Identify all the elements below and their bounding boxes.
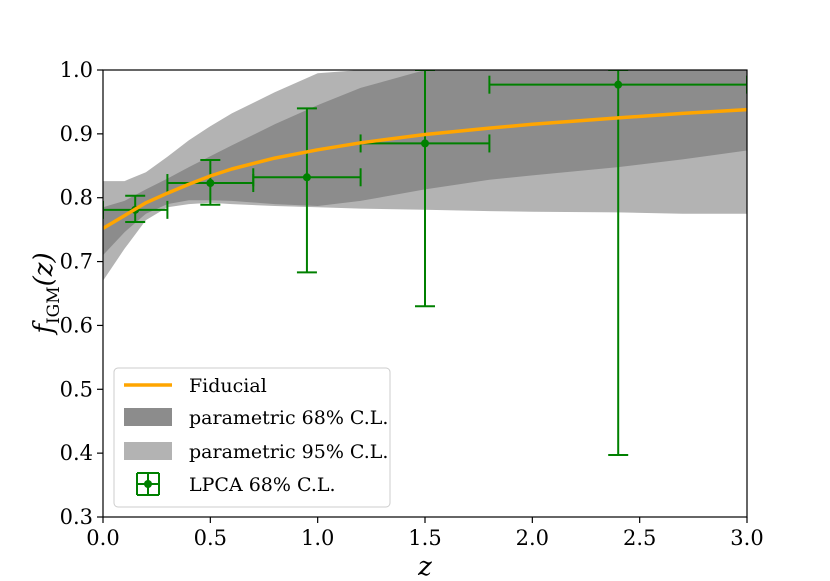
lpca-point-5 (488, 70, 747, 457)
legend-swatch-parametric-95 (124, 442, 172, 460)
x-tick-label: 0.5 (194, 526, 227, 550)
lpca-marker (206, 179, 215, 188)
y-tick-label: 1.0 (60, 58, 93, 82)
y-tick-label: 0.8 (60, 186, 93, 210)
legend-label-parametric-95: parametric 95% C.L. (189, 441, 388, 463)
y-tick-label: 0.7 (60, 250, 93, 274)
axis-ticks: 0.0 0.5 1.0 1.5 2.0 2.5 3.0 0.3 0.4 0.5 0.6 0.7 0.8 0… (60, 58, 764, 550)
y-tick-label: 0.4 (60, 441, 93, 465)
x-tick-label: 2.0 (516, 526, 549, 550)
lpca-point-2 (166, 159, 255, 206)
lpca-marker (302, 173, 311, 182)
legend-label-lpca: LPCA 68% C.L. (189, 474, 336, 496)
legend-swatch-lpca (136, 472, 160, 496)
lpca-marker (614, 80, 623, 89)
legend-lpca-marker (144, 480, 152, 488)
x-tick-label: 0.0 (86, 526, 119, 550)
y-axis-label: fIGM(z) (29, 252, 64, 335)
y-axis-label-subscript: IGM (44, 286, 64, 324)
y-tick-label: 0.5 (60, 377, 93, 401)
fiducial-line (103, 107, 747, 230)
legend-box (113, 367, 391, 508)
legend-label-fiducial: Fiducial (189, 375, 267, 397)
y-tick-label: 0.9 (60, 122, 93, 146)
lpca-point-3 (252, 107, 362, 274)
lpca-marker (421, 139, 429, 148)
y-tick-label: 0.6 (60, 313, 93, 337)
legend-label-parametric-68: parametric 68% C.L. (189, 407, 388, 429)
legend: Fiducial parametric 68% C.L. parametric … (113, 367, 391, 508)
x-tick-label: 3.0 (730, 526, 763, 550)
lpca-errorbars (103, 70, 747, 457)
x-tick-label: 2.5 (623, 526, 656, 550)
legend-swatch-parametric-68 (124, 408, 172, 426)
y-axis-label-argument: (z) (29, 252, 59, 286)
y-tick-label: 0.3 (60, 505, 93, 529)
x-axis-label: z (417, 552, 432, 581)
x-tick-label: 1.0 (301, 526, 334, 550)
x-tick-label: 1.5 (408, 526, 441, 550)
plot-area (103, 70, 747, 457)
